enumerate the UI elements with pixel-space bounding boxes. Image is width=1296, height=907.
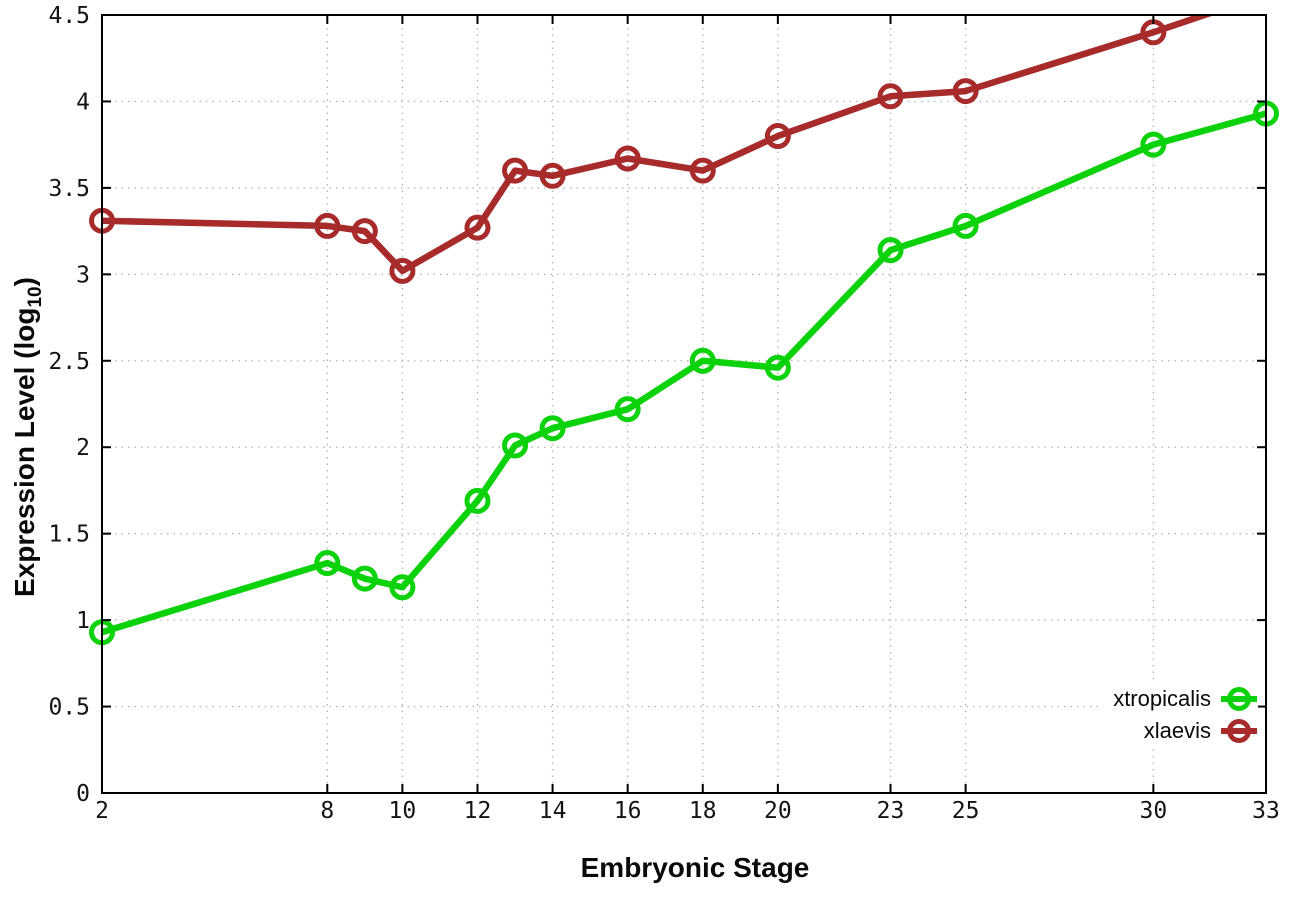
series-line-xtropicalis — [102, 110, 1266, 636]
data-point-xtropicalis — [464, 487, 491, 514]
x-tick-label: 30 — [1140, 798, 1168, 824]
legend-label-xlaevis: xlaevis — [1143, 718, 1211, 743]
data-point-xtropicalis — [764, 354, 791, 381]
data-point-xtropicalis — [952, 212, 979, 239]
x-tick-label: 20 — [764, 798, 792, 824]
legend-item-xlaevis: xlaevis — [1144, 715, 1258, 747]
y-tick-label: 0.5 — [48, 695, 90, 721]
x-tick-label: 18 — [689, 798, 717, 824]
data-point-xlaevis — [389, 257, 416, 284]
series-line-xlaevis — [102, 15, 1215, 275]
data-point-xlaevis — [502, 157, 529, 184]
legend-marker-xlaevis — [1221, 719, 1257, 743]
data-point-xtropicalis — [689, 347, 716, 374]
x-tick-label: 23 — [877, 798, 905, 824]
y-tick-label: 1 — [76, 608, 90, 634]
y-tick-label: 3 — [76, 262, 90, 288]
y-axis-title-subscript: 10 — [24, 286, 46, 308]
legend: xtropicalis xlaevis — [1099, 683, 1258, 747]
data-point-xtropicalis — [389, 574, 416, 601]
y-tick-label: 4 — [76, 89, 90, 115]
x-tick-label: 12 — [464, 798, 492, 824]
data-point-xlaevis — [877, 83, 904, 110]
legend-point-sample — [1227, 687, 1251, 711]
x-tick-label: 33 — [1252, 798, 1280, 824]
data-point-xlaevis — [314, 212, 341, 239]
data-point-xtropicalis — [502, 432, 529, 459]
x-tick-label: 25 — [952, 798, 980, 824]
x-tick-label: 8 — [320, 798, 334, 824]
data-point-xtropicalis — [1140, 131, 1167, 158]
data-point-xtropicalis — [539, 415, 566, 442]
y-tick-label: 4.5 — [48, 3, 90, 29]
data-point-xlaevis — [464, 214, 491, 241]
legend-item-xtropicalis: xtropicalis — [1113, 683, 1258, 715]
y-tick-label: 2.5 — [48, 349, 90, 375]
legend-marker-xtropicalis — [1221, 687, 1257, 711]
y-tick-label: 3.5 — [48, 176, 90, 202]
x-tick-label: 10 — [389, 798, 417, 824]
y-tick-label: 0 — [76, 781, 90, 807]
data-point-xlaevis — [351, 218, 378, 245]
y-axis-title-text: Expression Level (log — [9, 307, 41, 597]
data-point-xtropicalis — [314, 550, 341, 577]
data-point-xlaevis — [689, 157, 716, 184]
data-point-xlaevis — [539, 162, 566, 189]
x-tick-label: 14 — [539, 798, 567, 824]
y-axis-title: Expression Level (log10) — [9, 277, 47, 597]
x-axis-title: Embryonic Stage — [580, 852, 810, 883]
legend-label-xtropicalis: xtropicalis — [1113, 686, 1211, 711]
data-point-xtropicalis — [877, 237, 904, 264]
y-axis-title-suffix: ) — [9, 277, 41, 287]
x-tick-label: 16 — [614, 798, 642, 824]
plot-border — [101, 14, 1267, 794]
data-point-xtropicalis — [351, 565, 378, 592]
data-point-xlaevis — [952, 78, 979, 105]
data-point-xlaevis — [614, 145, 641, 172]
legend-point-sample — [1227, 719, 1251, 743]
y-tick-label: 1.5 — [48, 522, 90, 548]
data-point-xtropicalis — [614, 396, 641, 423]
x-tick-label: 2 — [95, 798, 109, 824]
y-tick-label: 2 — [76, 435, 90, 461]
data-point-xlaevis — [764, 123, 791, 150]
